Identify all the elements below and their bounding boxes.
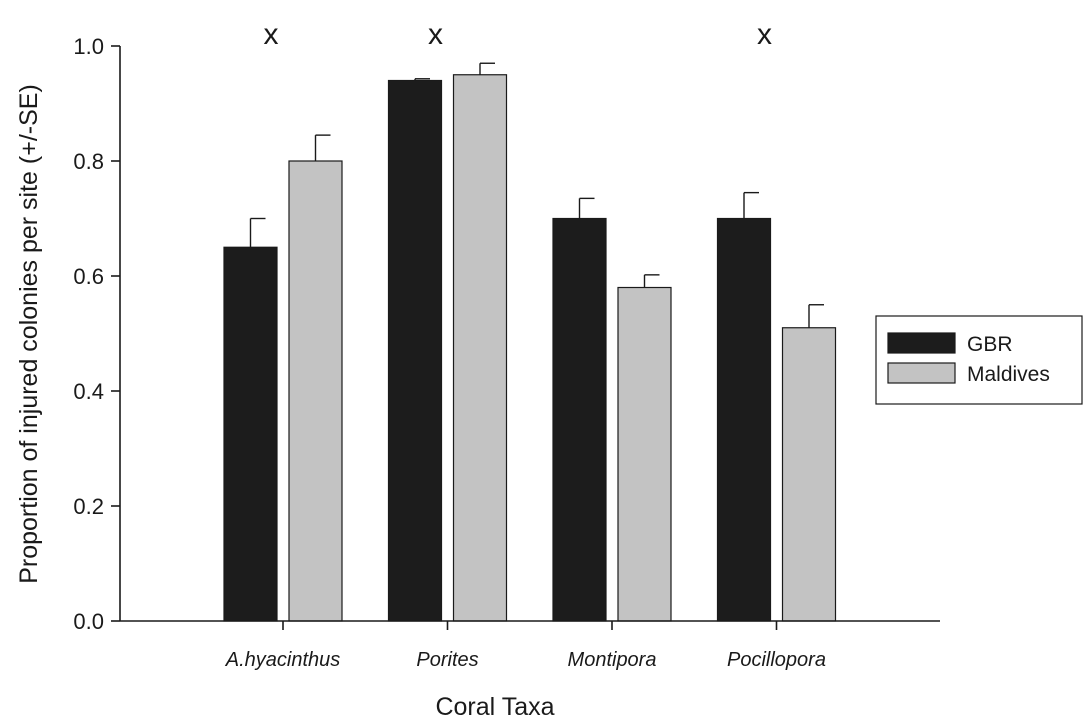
x-axis-title: Coral Taxa (435, 693, 554, 721)
bar-maldives (617, 286, 672, 622)
y-tick-label: 0.0 (73, 609, 104, 634)
bar-gbr (223, 246, 278, 622)
bars (223, 62, 837, 622)
legend: GBR Maldives (875, 315, 1083, 405)
y-tick-label: 0.2 (73, 494, 104, 519)
legend-box (875, 315, 1083, 405)
significance-mark: x (264, 18, 279, 51)
y-axis-title: Proportion of injured colonies per site … (15, 84, 43, 584)
legend-label-gbr: GBR (967, 333, 1013, 356)
x-tick-label: Pocillopora (727, 649, 826, 671)
bar-maldives (452, 74, 508, 622)
bar-maldives (288, 160, 343, 622)
bar-gbr (387, 79, 443, 622)
x-tick-label: A.hyacinthus (225, 649, 341, 671)
bar-maldives (781, 327, 837, 622)
legend-swatch-gbr (887, 332, 956, 354)
y-tick-label: 0.8 (73, 149, 104, 174)
significance-mark: x (757, 18, 772, 51)
y-tick-label: 1.0 (73, 34, 104, 59)
axes (111, 45, 940, 630)
x-tick-label: Montipora (568, 649, 657, 671)
x-tick-label: Porites (416, 649, 478, 671)
significance-mark: x (428, 18, 443, 51)
legend-swatch-maldives (887, 362, 956, 384)
legend-label-maldives: Maldives (967, 363, 1050, 386)
bar-gbr (716, 217, 772, 622)
y-tick-label: 0.6 (73, 264, 104, 289)
bar-gbr (552, 217, 607, 622)
y-tick-label: 0.4 (73, 379, 104, 404)
